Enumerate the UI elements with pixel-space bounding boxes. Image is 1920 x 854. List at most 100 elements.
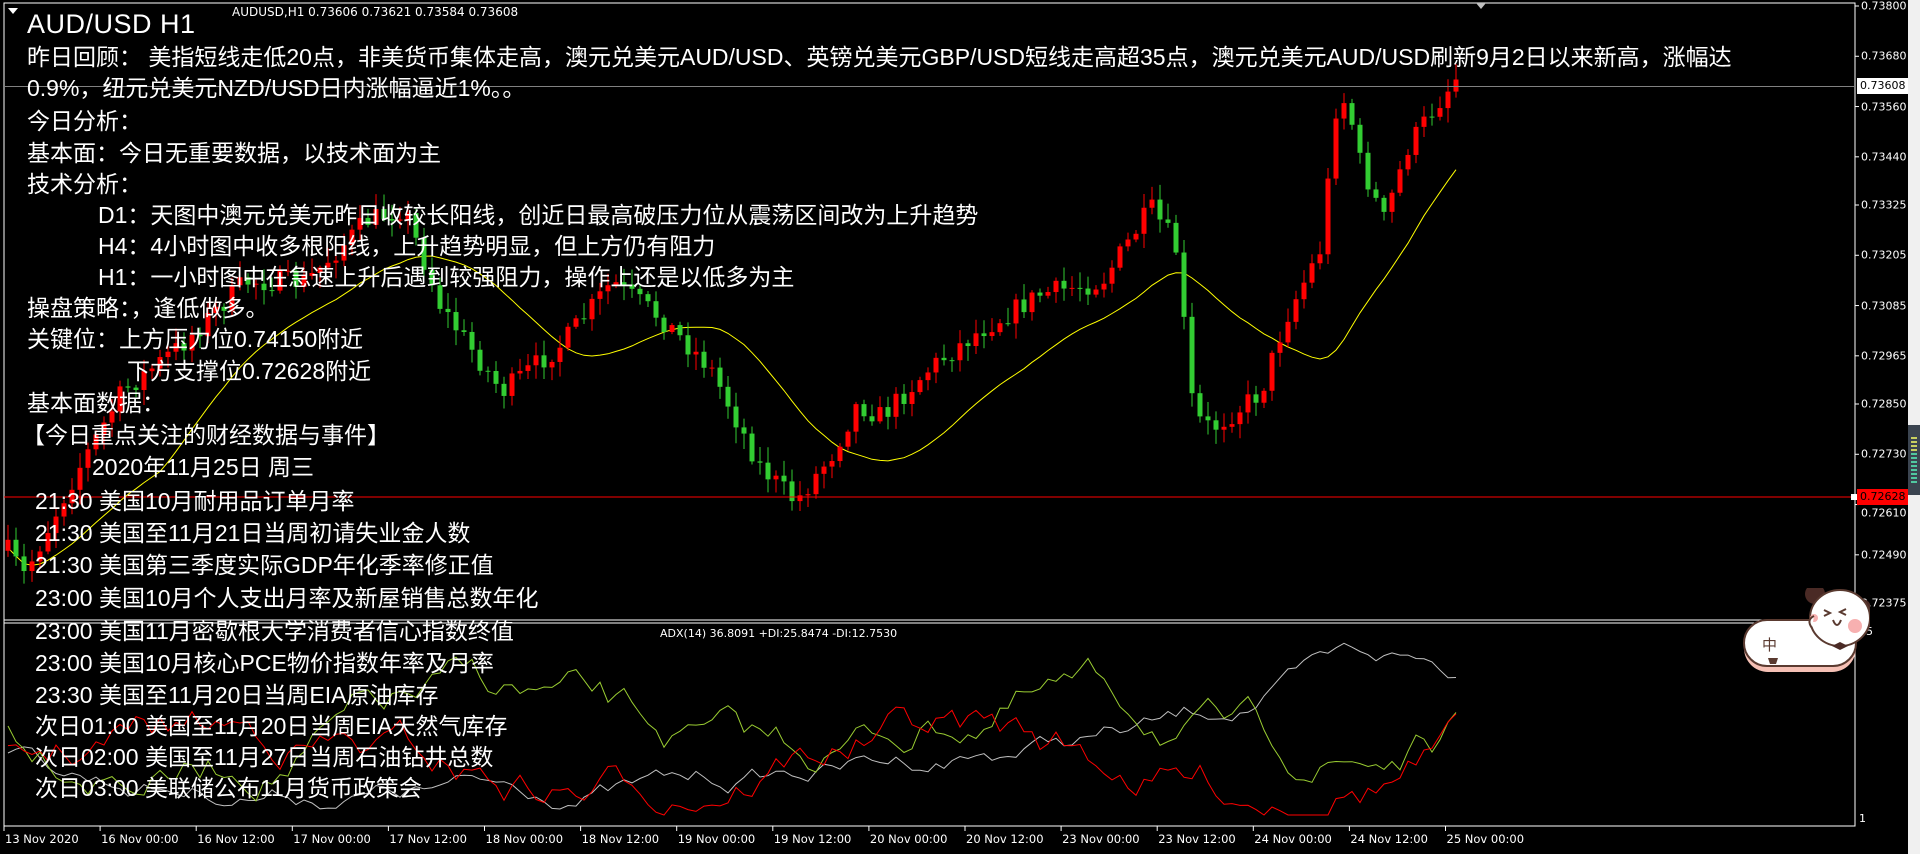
candle-body xyxy=(1373,189,1379,198)
candle-body xyxy=(637,288,643,295)
candle-body xyxy=(653,301,659,318)
text-strategy: 操盘策略：，逢低做多。 xyxy=(27,295,269,321)
candle-body xyxy=(1069,287,1075,289)
candle-body xyxy=(485,370,491,372)
candle-body xyxy=(333,260,339,263)
price-axis-label: 0.73085 xyxy=(1861,299,1907,313)
time-axis-label: 20 Nov 12:00 xyxy=(966,832,1044,846)
candle-body xyxy=(605,285,611,292)
time-axis-label: 25 Nov 00:00 xyxy=(1446,832,1525,846)
candle-body xyxy=(957,343,963,361)
candle-body xyxy=(581,318,587,320)
candle-body xyxy=(773,475,779,480)
panda-sticker: 中 xyxy=(1740,584,1871,683)
candle-body xyxy=(1205,416,1211,421)
candle-body xyxy=(549,361,555,368)
candle-body xyxy=(573,318,579,327)
time-axis-label: 19 Nov 00:00 xyxy=(677,832,756,846)
candle-body xyxy=(477,349,483,371)
candle-body xyxy=(381,208,387,219)
candle-body xyxy=(269,290,275,292)
candle-body xyxy=(781,475,787,482)
candle-body xyxy=(589,298,595,320)
candle-body xyxy=(293,270,299,287)
candle-body xyxy=(453,312,459,331)
indicator-label: ADX(14) 36.8091 +DI:25.8474 -DI:12.7530 xyxy=(660,627,898,640)
plus-di-line xyxy=(7,656,1457,802)
price-axis-label: 0.73680 xyxy=(1861,49,1907,63)
candle-body xyxy=(253,283,259,285)
time-axis-label: 24 Nov 00:00 xyxy=(1254,832,1332,846)
event-item: 23:00 美国10月个人支出月率及新屋销售总数年化 xyxy=(35,585,539,611)
candle-body xyxy=(1109,267,1115,284)
candle-body xyxy=(413,213,419,238)
text-h1: H1：一小时图中在急速上升后遇到较强阻力，操作上还是以低多为主 xyxy=(98,264,795,290)
candle-body xyxy=(1253,394,1259,403)
candle-body xyxy=(29,561,35,572)
time-axis-label: 24 Nov 12:00 xyxy=(1350,832,1428,846)
candle-body xyxy=(197,334,203,337)
candle-body xyxy=(445,308,451,313)
indicator-axis-min: 1 xyxy=(1859,812,1866,825)
candle-body xyxy=(421,237,427,270)
candle-body xyxy=(1141,207,1147,234)
candle-body xyxy=(1349,103,1355,125)
candle-body xyxy=(141,371,147,390)
candle-body xyxy=(173,343,179,352)
event-item: 21:30 美国第三季度实际GDP年化季率修正值 xyxy=(35,552,494,578)
candle-body xyxy=(1445,91,1451,109)
price-axis-label: 0.73560 xyxy=(1861,100,1907,114)
candle-body xyxy=(1341,103,1347,119)
candle-body xyxy=(245,277,251,285)
candle-body xyxy=(1045,292,1051,296)
candle-body xyxy=(725,386,731,407)
candle-body xyxy=(157,357,163,369)
support-line-handle xyxy=(1851,494,1857,501)
candle-body xyxy=(821,466,827,474)
sticker-label: 中 xyxy=(1762,637,1777,654)
candle-body xyxy=(181,343,187,351)
candle-body xyxy=(117,386,123,412)
candle-body xyxy=(1357,124,1363,153)
chart-menu-icon[interactable] xyxy=(8,8,18,14)
candle-body xyxy=(733,406,739,428)
candle-body xyxy=(925,372,931,381)
price-axis-label: 0.72850 xyxy=(1861,397,1907,411)
candle-body xyxy=(437,285,443,309)
candle-body xyxy=(797,495,803,502)
candle-body xyxy=(133,387,139,390)
candle-body xyxy=(981,333,987,337)
candle-body xyxy=(61,503,67,517)
time-axis-label: 18 Nov 00:00 xyxy=(485,832,564,846)
candle-body xyxy=(205,313,211,337)
candle-body xyxy=(309,272,315,276)
candle-body xyxy=(597,291,603,299)
event-item: 23:00 美国10月核心PCE物价指数年率及月率 xyxy=(35,650,494,676)
candle-body xyxy=(501,383,507,396)
candle-body xyxy=(989,332,995,337)
candle-body xyxy=(709,367,715,369)
candle-body xyxy=(885,407,891,417)
text-data-heading: 基本面数据： xyxy=(27,390,165,416)
candle-body xyxy=(629,284,635,289)
candle-body xyxy=(301,275,307,287)
candle-body xyxy=(565,326,571,348)
candle-body xyxy=(1013,299,1019,324)
candle-body xyxy=(557,347,563,362)
candle-body xyxy=(869,416,875,422)
symbol-title: AUD/USD H1 xyxy=(27,9,196,39)
candle-body xyxy=(837,446,843,462)
text-technical-heading: 技术分析： xyxy=(27,171,142,197)
text-support: 下方支撑位0.72628附近 xyxy=(127,358,372,384)
candle-body xyxy=(1333,118,1339,179)
chart-frame xyxy=(3,2,1859,831)
candle-body xyxy=(317,267,323,273)
candle-body xyxy=(349,229,355,246)
candle-body xyxy=(85,449,91,468)
symbol-ohlc-info: AUDUSD,H1 0.73606 0.73621 0.73584 0.7360… xyxy=(232,5,519,19)
text-review-cont: 0.9%，纽元兑美元NZD/USD日内涨幅逼近1%。。 xyxy=(27,75,526,101)
candle-body xyxy=(1229,424,1235,427)
candle-body xyxy=(461,330,467,332)
